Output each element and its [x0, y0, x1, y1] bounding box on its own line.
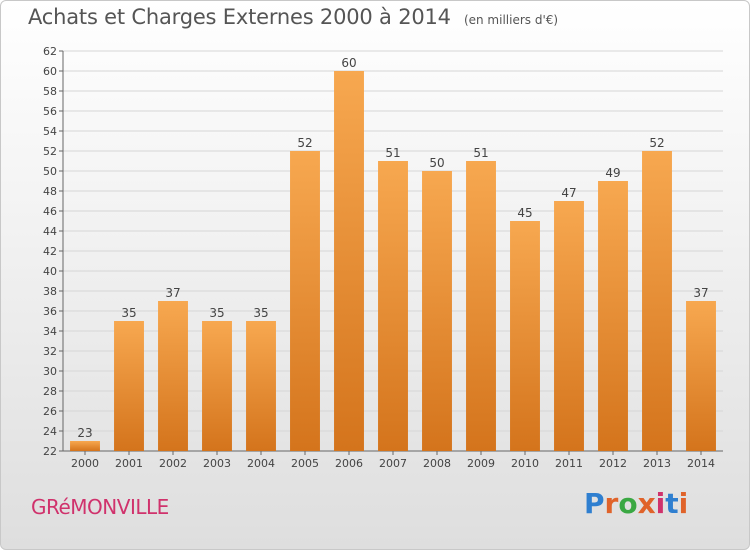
bar	[422, 171, 452, 451]
y-tick-label: 42	[43, 245, 57, 258]
x-tick-label: 2012	[599, 457, 627, 470]
y-tick-label: 40	[43, 265, 57, 278]
bar	[202, 321, 232, 451]
data-label: 52	[649, 136, 664, 150]
bar	[554, 201, 584, 451]
data-labels: 23 35 37 35 35 52 60 51 50 51 45 47 49 52 37	[77, 56, 708, 440]
y-tick-label: 62	[43, 45, 57, 58]
logo-letter: P	[584, 487, 605, 520]
x-tick-label: 2005	[291, 457, 319, 470]
logo-letter: x	[637, 487, 656, 520]
x-tick-label: 2004	[247, 457, 275, 470]
bars	[70, 71, 716, 451]
bar	[378, 161, 408, 451]
bar	[510, 221, 540, 451]
logo-letter: i	[678, 487, 689, 520]
data-label: 37	[693, 286, 708, 300]
y-tick-label: 44	[43, 225, 57, 238]
y-tick-label: 48	[43, 185, 57, 198]
bar	[246, 321, 276, 451]
y-tick-label: 38	[43, 285, 57, 298]
x-tick-label: 2011	[555, 457, 583, 470]
logo-letter: r	[604, 487, 619, 520]
logo-letter: i	[655, 487, 666, 520]
x-tick-label: 2014	[687, 457, 715, 470]
bar	[114, 321, 144, 451]
data-label: 45	[517, 206, 532, 220]
y-tick-label: 22	[43, 445, 57, 458]
data-label: 35	[121, 306, 136, 320]
y-tick-label: 60	[43, 65, 57, 78]
y-tick-label: 54	[43, 125, 57, 138]
bar	[290, 151, 320, 451]
y-tick-label: 34	[43, 325, 57, 338]
bar	[642, 151, 672, 451]
bar	[334, 71, 364, 451]
bar	[598, 181, 628, 451]
x-tick-label: 2000	[71, 457, 99, 470]
y-tick-label: 56	[43, 105, 57, 118]
bar	[158, 301, 188, 451]
x-tick-label: 2008	[423, 457, 451, 470]
data-label: 35	[253, 306, 268, 320]
y-tick-label: 50	[43, 165, 57, 178]
data-label: 51	[473, 146, 488, 160]
bar	[686, 301, 716, 451]
y-tick-label: 26	[43, 405, 57, 418]
chart-subtitle: (en milliers d'€)	[463, 13, 559, 27]
title-row: Achats et Charges Externes 2000 à 2014 (…	[28, 5, 558, 29]
data-label: 52	[297, 136, 312, 150]
y-tick-label: 52	[43, 145, 57, 158]
y-tick-label: 36	[43, 305, 57, 318]
x-tick-label: 2007	[379, 457, 407, 470]
x-tick-label: 2006	[335, 457, 363, 470]
x-tick-label: 2013	[643, 457, 671, 470]
data-label: 60	[341, 56, 356, 70]
y-tick-label: 28	[43, 385, 57, 398]
y-tick-label: 24	[43, 425, 57, 438]
y-tick-label: 46	[43, 205, 57, 218]
x-tick-label: 2010	[511, 457, 539, 470]
proxiti-logo[interactable]: Proxiti	[584, 487, 688, 520]
y-tick-label: 58	[43, 85, 57, 98]
x-tick-label: 2003	[203, 457, 231, 470]
bar	[70, 441, 100, 451]
data-label: 49	[605, 166, 620, 180]
data-label: 35	[209, 306, 224, 320]
x-tick-label: 2009	[467, 457, 495, 470]
data-label: 47	[561, 186, 576, 200]
data-label: 50	[429, 156, 444, 170]
y-tick-label: 32	[43, 345, 57, 358]
x-tick-label: 2002	[159, 457, 187, 470]
data-label: 51	[385, 146, 400, 160]
logo-letter: t	[665, 487, 679, 520]
x-tick-label: 2001	[115, 457, 143, 470]
commune-name: GRéMONVILLE	[31, 495, 169, 519]
y-tick-label: 30	[43, 365, 57, 378]
data-label: 37	[165, 286, 180, 300]
logo-letter: o	[618, 487, 638, 520]
bar	[466, 161, 496, 451]
data-label: 23	[77, 426, 92, 440]
chart-title: Achats et Charges Externes 2000 à 2014	[28, 5, 451, 29]
